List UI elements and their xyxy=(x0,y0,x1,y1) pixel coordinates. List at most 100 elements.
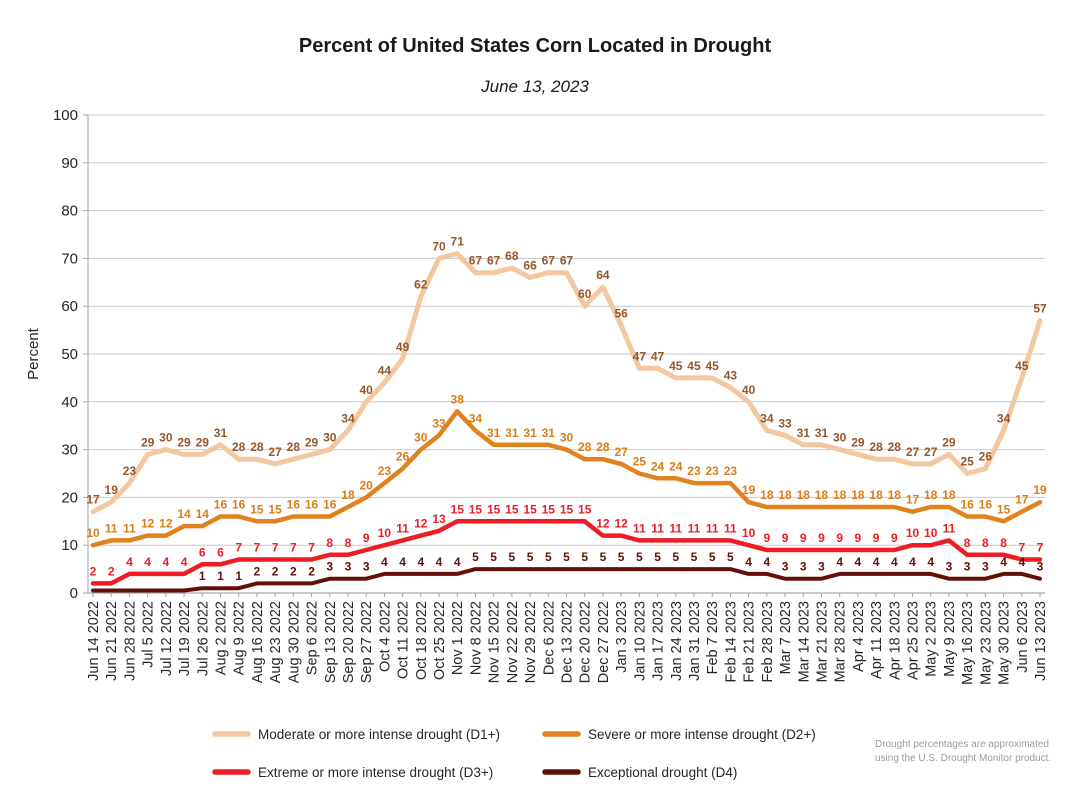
data-label-D2+: 18 xyxy=(924,488,938,502)
x-tick-label: Nov 29 2022 xyxy=(523,601,539,683)
data-label-D3+: 15 xyxy=(542,502,556,516)
data-label-D1+: 56 xyxy=(614,306,628,320)
source-note-line2: using the U.S. Drought Monitor product. xyxy=(875,753,1051,764)
x-tick-label: Feb 28 2023 xyxy=(760,601,776,682)
data-label-D3+: 9 xyxy=(800,531,807,545)
data-label-D2+: 20 xyxy=(359,478,373,492)
data-label-D3+: 11 xyxy=(688,521,701,535)
data-label-D3+: 4 xyxy=(181,555,188,569)
legend-label-D2+: Severe or more intense drought (D2+) xyxy=(588,727,816,742)
data-label-D1+: 64 xyxy=(596,268,610,282)
y-tick-label: 10 xyxy=(61,537,78,554)
data-label-D4: 5 xyxy=(636,550,643,564)
data-label-D4: 3 xyxy=(964,560,971,574)
legend-label-D1+: Moderate or more intense drought (D1+) xyxy=(258,727,500,742)
y-tick-label: 0 xyxy=(70,585,78,602)
data-label-D4: 3 xyxy=(326,560,333,574)
data-label-D1+: 44 xyxy=(378,364,392,378)
data-label-D1+: 30 xyxy=(833,431,847,445)
data-label-D1+: 68 xyxy=(505,249,519,263)
data-label-D1+: 29 xyxy=(942,435,956,449)
data-label-D3+: 2 xyxy=(108,564,115,578)
x-tick-label: Oct 11 2022 xyxy=(396,601,412,679)
data-label-D2+: 12 xyxy=(141,517,155,531)
data-label-D1+: 33 xyxy=(778,416,792,430)
data-label-D1+: 29 xyxy=(196,435,210,449)
data-label-D3+: 11 xyxy=(633,521,646,535)
data-label-D3+: 9 xyxy=(763,531,770,545)
x-tick-label: Jul 5 2022 xyxy=(141,601,157,668)
data-label-D2+: 23 xyxy=(706,464,720,478)
data-label-D1+: 25 xyxy=(960,455,974,469)
y-tick-label: 70 xyxy=(61,250,78,267)
data-label-D2+: 31 xyxy=(505,426,519,440)
data-label-D2+: 25 xyxy=(633,455,647,469)
data-label-D4: 4 xyxy=(836,555,843,569)
x-tick-label: Nov 1 2022 xyxy=(450,601,466,675)
data-label-D2+: 24 xyxy=(651,459,665,473)
data-label-D3+: 11 xyxy=(669,521,682,535)
data-label-D1+: 27 xyxy=(906,445,920,459)
x-tick-label: Oct 4 2022 xyxy=(377,601,393,672)
x-tick-label: Mar 7 2023 xyxy=(778,601,794,674)
data-label-D4: 3 xyxy=(982,560,989,574)
data-label-D1+: 57 xyxy=(1033,302,1047,316)
x-tick-label: Jan 10 2023 xyxy=(632,601,648,681)
data-label-D3+: 9 xyxy=(836,531,843,545)
series-line-D3+ xyxy=(90,519,1043,586)
data-label-D4: 4 xyxy=(855,555,862,569)
data-label-D1+: 34 xyxy=(341,411,355,425)
y-tick-label: 50 xyxy=(61,346,78,363)
data-label-D2+: 14 xyxy=(177,507,191,521)
data-label-D1+: 66 xyxy=(523,259,537,273)
data-label-D3+: 2 xyxy=(90,564,97,578)
data-label-D2+: 17 xyxy=(1015,493,1029,507)
data-label-D3+: 15 xyxy=(487,502,501,516)
data-label-D1+: 34 xyxy=(997,411,1011,425)
data-label-D2+: 18 xyxy=(942,488,956,502)
data-label-D4: 5 xyxy=(618,550,625,564)
x-tick-label: Aug 9 2022 xyxy=(232,601,248,675)
data-label-D4: 4 xyxy=(454,555,461,569)
legend: Moderate or more intense drought (D1+) Se… xyxy=(212,727,816,780)
data-label-D3+: 7 xyxy=(235,541,242,555)
data-label-D4: 3 xyxy=(1037,560,1044,574)
data-label-D4: 2 xyxy=(272,564,279,578)
x-tick-label: Aug 30 2022 xyxy=(286,601,302,683)
data-label-D3+: 15 xyxy=(505,502,519,516)
data-label-D3+: 10 xyxy=(906,526,920,540)
data-label-D1+: 23 xyxy=(123,464,137,478)
data-label-D2+: 15 xyxy=(250,502,264,516)
data-label-D2+: 18 xyxy=(851,488,865,502)
x-tick-label: Mar 21 2023 xyxy=(814,601,830,682)
data-label-D4: 4 xyxy=(745,555,752,569)
x-tick-label: Nov 22 2022 xyxy=(505,601,521,683)
data-label-D4: 5 xyxy=(654,550,661,564)
x-tick-label: May 16 2023 xyxy=(960,601,976,685)
data-label-D2+: 24 xyxy=(669,459,683,473)
data-label-D3+: 9 xyxy=(855,531,862,545)
data-label-D1+: 27 xyxy=(268,445,282,459)
data-label-D1+: 70 xyxy=(432,239,446,253)
data-label-D1+: 67 xyxy=(487,254,501,268)
data-label-D2+: 18 xyxy=(778,488,792,502)
data-label-D1+: 40 xyxy=(359,383,373,397)
series-line-D2+ xyxy=(90,409,1043,548)
data-label-D2+: 10 xyxy=(86,526,100,540)
data-label-D1+: 29 xyxy=(305,435,319,449)
data-label-D3+: 12 xyxy=(414,517,428,531)
data-label-D2+: 23 xyxy=(378,464,392,478)
data-label-D4: 5 xyxy=(490,550,497,564)
data-label-D4: 3 xyxy=(345,560,352,574)
data-label-D4: 5 xyxy=(709,550,716,564)
data-label-D1+: 29 xyxy=(177,435,191,449)
data-label-D1+: 29 xyxy=(851,435,865,449)
data-label-D2+: 15 xyxy=(997,502,1011,516)
x-tick-label: Feb 14 2023 xyxy=(723,601,739,682)
data-label-D2+: 28 xyxy=(578,440,592,454)
x-tick-label: Jan 17 2023 xyxy=(651,601,667,681)
series-line-D4 xyxy=(91,567,1042,593)
data-label-D2+: 16 xyxy=(232,498,246,512)
data-label-D1+: 30 xyxy=(159,431,173,445)
